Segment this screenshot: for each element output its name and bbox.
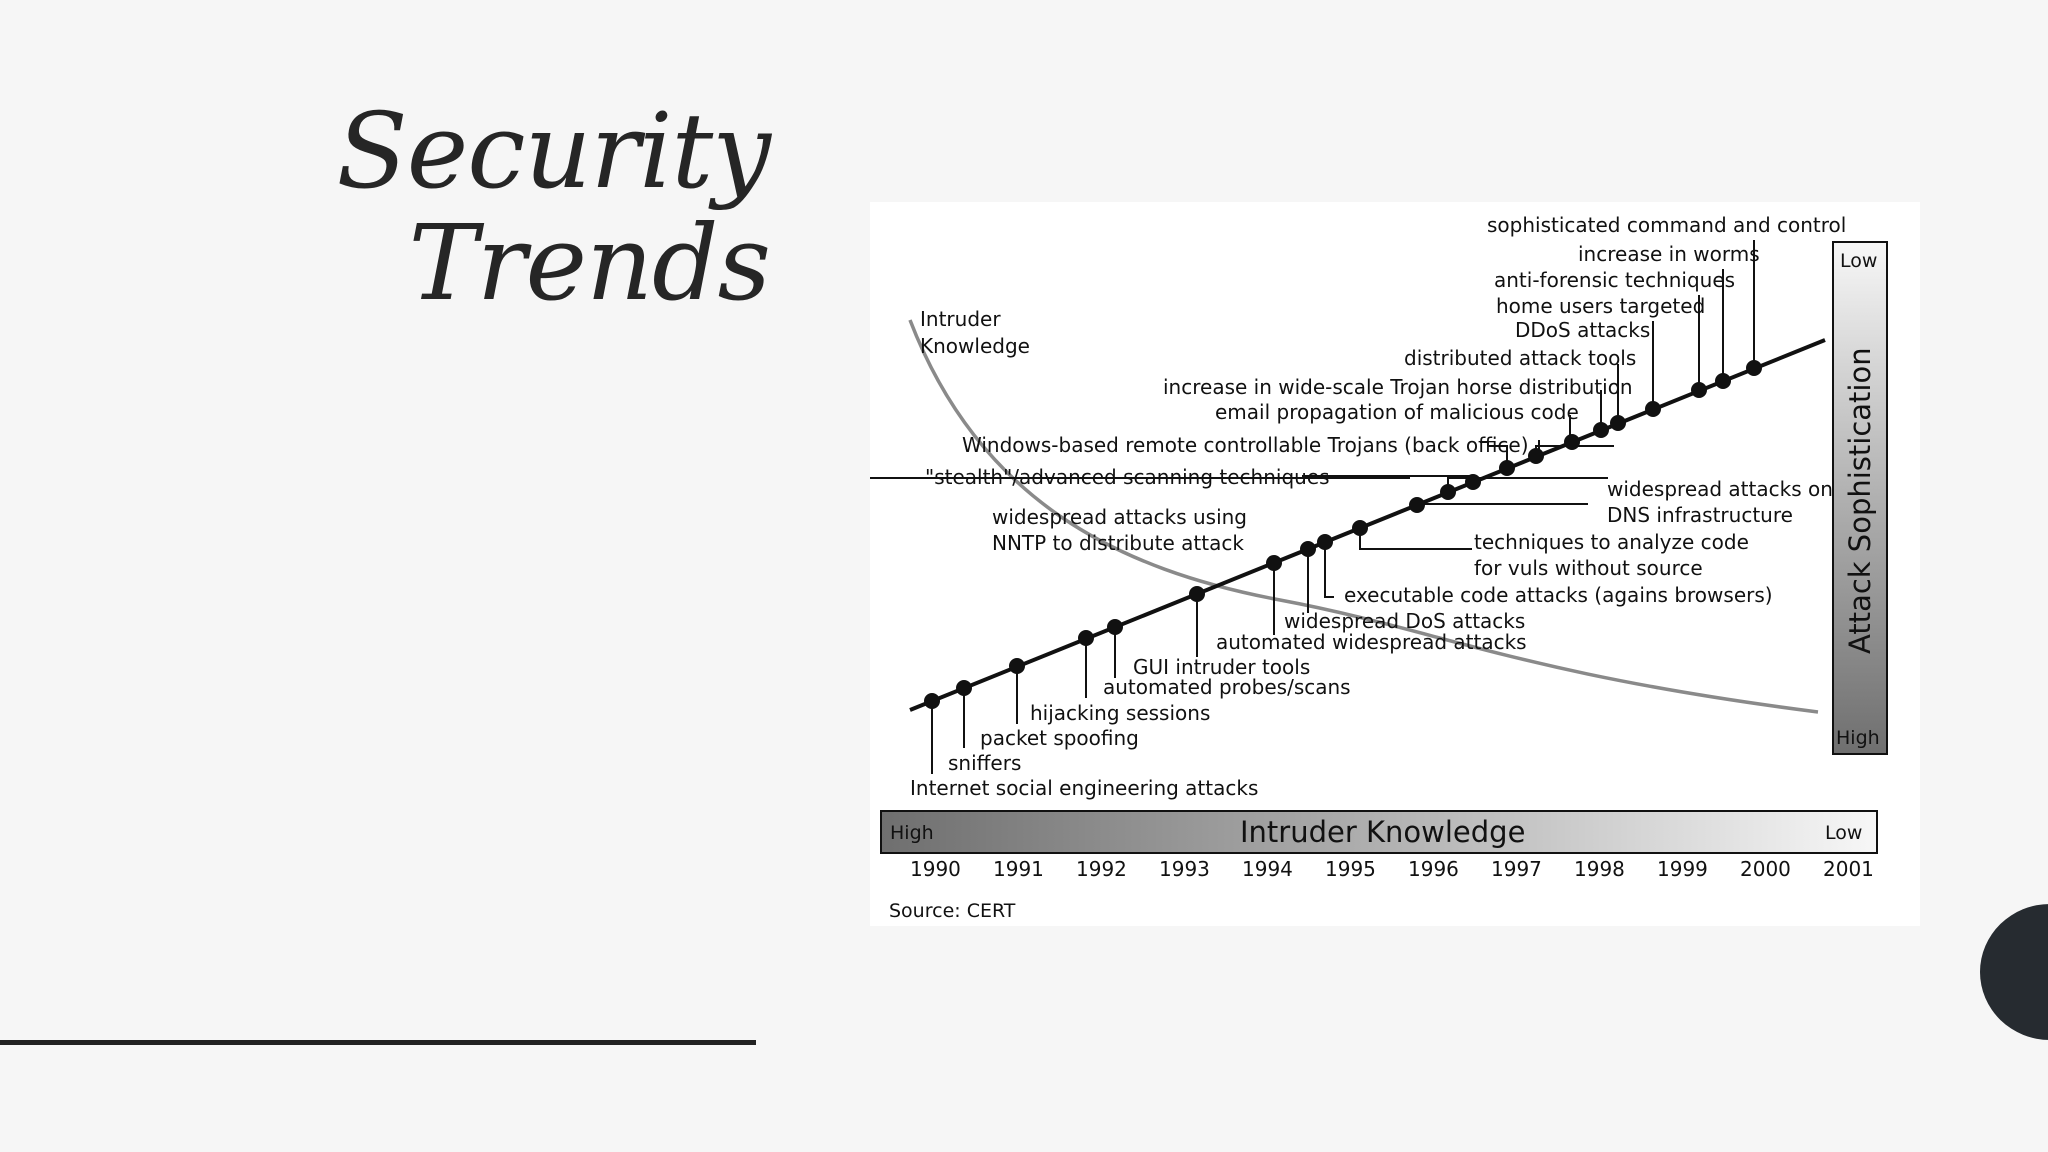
upper-leader-lines — [1538, 240, 1755, 455]
knowledge-bar-right-label: Low — [1825, 822, 1862, 844]
intruder-curve-label-line-2: Knowledge — [920, 334, 1030, 358]
year-label: 1995 — [1325, 857, 1376, 881]
knowledge-bar-title: Intruder Knowledge — [1240, 815, 1525, 849]
event-label: DNS infrastructure — [1607, 503, 1793, 527]
event-label: NNTP to distribute attack — [992, 531, 1244, 555]
event-label: sniffers — [948, 751, 1021, 775]
event-label: techniques to analyze code — [1474, 530, 1749, 554]
event-label: widespread attacks on — [1607, 477, 1833, 501]
event-label: GUI intruder tools — [1133, 655, 1310, 679]
year-label: 1992 — [1076, 857, 1127, 881]
event-label: increase in wide-scale Trojan horse dist… — [1163, 375, 1633, 399]
year-label: 1996 — [1408, 857, 1459, 881]
slide-title-line-1: Security — [336, 90, 771, 212]
event-label: widespread DoS attacks — [1284, 609, 1525, 633]
year-label: 1997 — [1491, 857, 1542, 881]
year-label: 1994 — [1242, 857, 1293, 881]
title-underline — [0, 1040, 756, 1045]
security-trends-diagram: Intruder Knowledge — [870, 213, 1888, 922]
year-label: 1998 — [1574, 857, 1625, 881]
knowledge-bar-left-label: High — [890, 822, 934, 844]
year-label: 1991 — [993, 857, 1044, 881]
event-label: email propagation of malicious code — [1215, 400, 1579, 424]
year-label: 1993 — [1159, 857, 1210, 881]
event-label: home users targeted — [1496, 294, 1705, 318]
event-label: "stealth"/advanced scanning techniques — [925, 465, 1330, 489]
event-label: executable code attacks (agains browsers… — [1344, 583, 1773, 607]
event-label: widespread attacks using — [992, 505, 1247, 529]
slide-title-line-2: Trends — [408, 202, 771, 324]
event-label: anti-forensic techniques — [1494, 268, 1735, 292]
attack-sophistication-trend-line — [909, 338, 1826, 712]
attack-sophistication-bar — [1832, 241, 1888, 755]
security-trends-figure: Intruder Knowledge — [870, 202, 1920, 926]
event-label: for vuls without source — [1474, 556, 1703, 580]
year-label: 2000 — [1740, 857, 1791, 881]
side-leader-lines — [1302, 441, 1489, 477]
source-label: Source: CERT — [889, 900, 1016, 922]
attack-bar-bottom-label: High — [1836, 727, 1880, 749]
year-label: 2001 — [1823, 857, 1874, 881]
event-label: Internet social engineering attacks — [910, 776, 1258, 800]
attack-bar-title: Attack Sophistication — [1843, 347, 1877, 654]
event-dots — [924, 360, 1762, 709]
intruder-knowledge-bar — [880, 810, 1878, 854]
year-label: 1999 — [1657, 857, 1708, 881]
event-label: DDoS attacks — [1515, 318, 1650, 342]
event-label: hijacking sessions — [1030, 701, 1210, 725]
attack-bar-top-label: Low — [1840, 250, 1877, 272]
slide-title: Security Trends — [250, 90, 771, 324]
event-label: sophisticated command and control — [1487, 213, 1846, 237]
corner-decoration — [1980, 904, 2048, 1040]
event-label: increase in worms — [1578, 242, 1760, 266]
intruder-curve-label-line-1: Intruder — [920, 307, 1001, 331]
event-label: packet spoofing — [980, 726, 1139, 750]
intruder-knowledge-curve — [908, 319, 1819, 714]
year-label: 1990 — [910, 857, 961, 881]
event-label: automated widespread attacks — [1216, 630, 1527, 654]
event-label: distributed attack tools — [1404, 346, 1636, 370]
event-label: automated probes/scans — [1103, 675, 1351, 699]
event-label: Windows-based remote controllable Trojan… — [962, 433, 1529, 457]
